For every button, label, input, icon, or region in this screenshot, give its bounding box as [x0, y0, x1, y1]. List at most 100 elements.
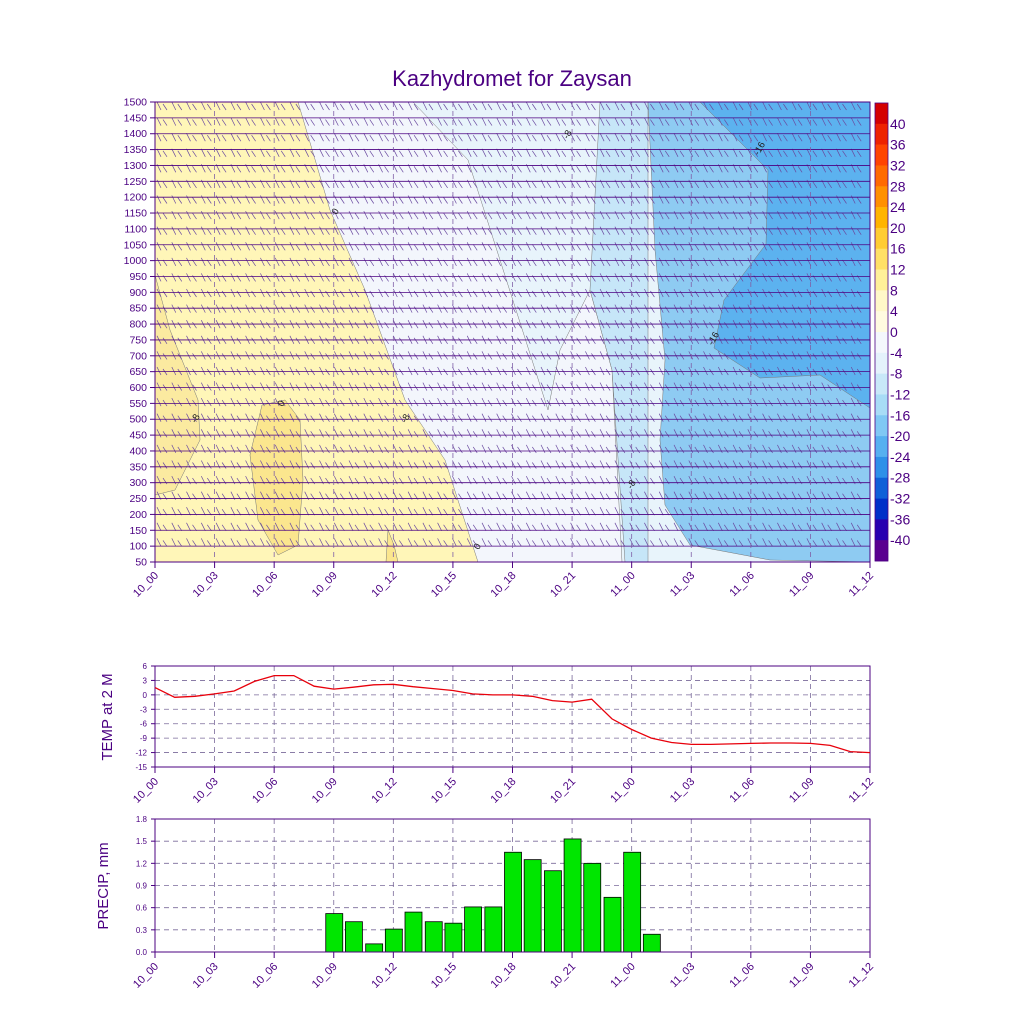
precip-bar [345, 921, 363, 953]
precip-x-tick-label: 11_12 [847, 961, 877, 991]
temp-x-tick-label: 10_12 [369, 776, 399, 806]
precip-bar [603, 896, 622, 953]
temp-x-tick-label: 11_03 [668, 776, 698, 806]
cross-section-panel: 1500145014001350130012501200115011001050… [124, 97, 876, 600]
x-tick-label: 10_00 [131, 570, 161, 600]
colorbar-label: -28 [890, 470, 910, 486]
x-tick-label: 11_03 [668, 570, 698, 600]
colorbar-segment [875, 144, 888, 166]
vertical-gridlines [214, 102, 811, 562]
precip-bar [523, 859, 542, 953]
x-tick-label: 11_12 [847, 570, 877, 600]
precip-y-axis-label: PRECIP, mm [95, 842, 112, 929]
precip-bar [384, 928, 403, 953]
y-tick-label: 950 [129, 271, 147, 283]
temp-x-tick-label: 10_00 [131, 776, 161, 806]
temp-x-tick-label: 10_09 [310, 776, 340, 806]
precip-x-tick-label: 10_03 [191, 961, 221, 991]
colorbar-segment [875, 290, 888, 312]
temp-gridlines [155, 666, 870, 767]
colorbar: 4036322824201612840-4-8-12-16-20-24-28-3… [874, 102, 910, 562]
temp-series-line [154, 674, 871, 754]
colorbar-label: -36 [890, 511, 910, 527]
contour-region-7 [249, 399, 304, 556]
precip-x-tick-label: 10_09 [310, 961, 340, 991]
precip-gridlines [155, 819, 870, 952]
temp-y-tick-labels: 6 3 0 -3 -6 -9 -12 -15 [135, 662, 155, 772]
colorbar-label: 24 [890, 199, 906, 215]
x-tick-label: 11_09 [787, 570, 817, 600]
temp-y-axis-label: TEMP at 2 M [99, 673, 116, 760]
colorbar-segment [875, 123, 888, 145]
precip-bar [504, 851, 522, 953]
colorbar-segment [875, 373, 888, 395]
colorbar-segment [875, 248, 888, 270]
y-tick-label: 900 [129, 287, 147, 299]
colorbar-segment [875, 227, 888, 250]
colorbar-label: 8 [890, 282, 898, 298]
y-tick-label: 1100 [124, 223, 147, 235]
temp-x-tick-labels: 10_00 10_03 10_06 10_09 10_12 10_15 10_18 10_21… [131, 767, 876, 806]
precip-y-tick-labels: 1.8 1.5 1.2 0.9 0.6 0.3 0.0 [136, 815, 155, 957]
y-tick-label: 100 [129, 541, 147, 553]
x-tick-label: 11_06 [727, 570, 757, 600]
precip-bar [544, 870, 562, 953]
colorbar-segment [875, 103, 888, 125]
y-tick-label: 1450 [124, 112, 148, 124]
contour-label: 0 [330, 207, 342, 217]
colorbar-segment [875, 540, 888, 562]
precip-y-tick-label: 0.9 [136, 882, 148, 891]
colorbar-segment [875, 165, 888, 187]
colorbar-label: 36 [890, 137, 906, 153]
precip-y-tick-label: 1.2 [136, 859, 148, 868]
precip-y-tick-label: 0.6 [136, 904, 148, 913]
colorbar-label: 40 [890, 116, 906, 132]
temp-x-tick-label: 11_00 [608, 776, 638, 806]
y-tick-label: 50 [135, 557, 147, 569]
precip-x-tick-label: 10_21 [548, 961, 578, 991]
y-tick-label: 700 [129, 350, 147, 362]
precip-x-tick-label: 10_18 [489, 961, 519, 991]
temp-x-tick-label: 10_21 [548, 776, 578, 806]
precip-x-tick-label: 11_03 [668, 961, 698, 991]
temp-y-tick-label: -12 [135, 749, 147, 758]
colorbar-label: 0 [890, 324, 898, 340]
precip-x-tick-label: 11_00 [608, 961, 638, 991]
colorbar-segment [875, 207, 888, 229]
temp-y-tick-label: 3 [143, 676, 148, 685]
precip-x-tick-label: 11_09 [787, 961, 817, 991]
precip-bar [444, 922, 463, 953]
colorbar-label: -16 [890, 407, 910, 423]
precip-y-tick-label: 0.0 [136, 948, 148, 957]
temp-x-tick-label: 11_06 [727, 776, 757, 806]
precip-x-tick-label: 10_12 [369, 961, 399, 991]
colorbar-label: 32 [890, 157, 906, 173]
temp-x-tick-label: 10_18 [489, 776, 519, 806]
precip-bar [424, 921, 443, 953]
y-tick-label: 250 [129, 493, 147, 505]
temp-x-tick-label: 10_15 [429, 776, 459, 806]
colorbar-label: 12 [890, 262, 906, 278]
x-tick-label: 11_00 [608, 570, 638, 600]
y-tick-label: 450 [129, 430, 147, 442]
y-tick-label: 1300 [124, 160, 148, 172]
colorbar-segment [875, 332, 888, 354]
contour-label: 0 [276, 399, 288, 409]
colorbar-segment [875, 436, 888, 458]
temp-y-tick-label: -6 [140, 720, 148, 729]
x-tick-label: 10_06 [250, 570, 280, 600]
contour-label: 0 [472, 542, 484, 552]
colorbar-label: -24 [890, 449, 910, 465]
colorbar-segment [875, 311, 888, 333]
y-tick-label: 1150 [124, 208, 147, 220]
precip-y-tick-label: 1.8 [136, 815, 148, 824]
y-tick-label: 650 [129, 366, 147, 378]
y-tick-label: 200 [129, 509, 147, 521]
y-tick-label: 1000 [124, 255, 148, 267]
x-tick-label: 10_09 [310, 570, 340, 600]
colorbar-label: -4 [890, 345, 903, 361]
precip-bar [484, 906, 503, 953]
colorbar-frame [874, 102, 889, 562]
